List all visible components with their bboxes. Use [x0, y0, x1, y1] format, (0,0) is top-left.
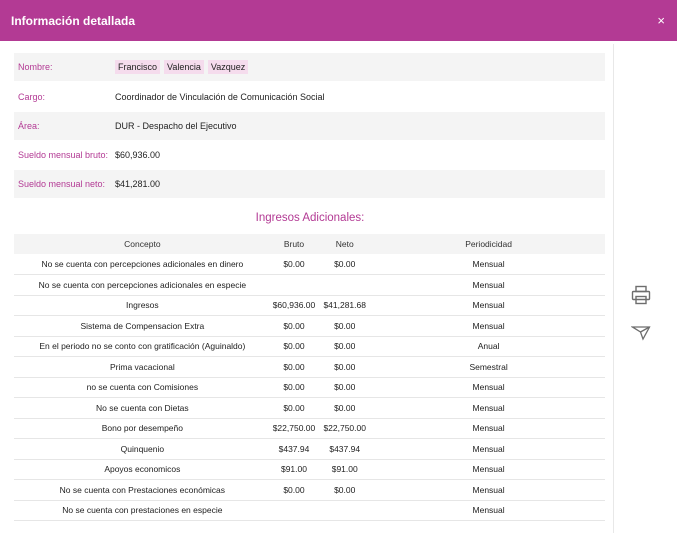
cell-neto [317, 274, 373, 296]
printer-icon[interactable] [630, 284, 652, 311]
cell-neto: $0.00 [317, 336, 373, 357]
table-row: no se cuenta con Comisiones $0.00 $0.00 Men… [14, 377, 605, 398]
cargo-value: Coordinador de Vinculación de Comunicaci… [115, 92, 325, 102]
table-row: No se cuenta con prestaciones en especie… [14, 500, 605, 521]
cell-neto: $0.00 [317, 377, 373, 398]
cell-bruto: $91.00 [270, 459, 318, 480]
ingresos-title: Ingresos Adicionales: [255, 212, 365, 224]
cell-bruto: $0.00 [270, 336, 318, 357]
cell-concepto: No se cuenta con Prestaciones económicas [14, 479, 271, 501]
cell-neto: $0.00 [317, 315, 373, 337]
middle-name-chip: Valencia [164, 60, 204, 74]
cell-neto: $0.00 [317, 397, 373, 419]
bruto-value: $60,936.00 [115, 150, 161, 160]
cell-periodicidad: Anual [372, 336, 605, 357]
header-neto: Neto [317, 234, 373, 254]
cell-bruto: $0.00 [270, 315, 318, 337]
table-row: Quinquenio $437.94 $437.94 Mensual [14, 438, 605, 460]
neto-value: $41,281.00 [115, 179, 161, 189]
side-divider [613, 44, 614, 533]
table-row: En el periodo no se conto con gratificac… [14, 336, 605, 357]
cell-concepto: no se cuenta con Comisiones [14, 377, 271, 398]
cell-concepto: No se cuenta con percepciones adicionale… [14, 274, 271, 296]
area-value: DUR - Despacho del Ejecutivo [115, 121, 237, 131]
cell-neto: $0.00 [317, 479, 373, 501]
table-row: Apoyos economicos $91.00 $91.00 Mensual [14, 459, 605, 480]
cell-concepto: Sistema de Compensacion Extra [14, 315, 271, 337]
cell-concepto: No se cuenta con prestaciones en especie [14, 500, 271, 521]
cell-periodicidad: Mensual [372, 295, 605, 316]
cell-periodicidad: Mensual [372, 479, 605, 501]
table-row: No se cuenta con percepciones adicionale… [14, 254, 605, 275]
cell-neto: $437.94 [317, 438, 373, 460]
cell-bruto: $60,936.00 [270, 295, 318, 316]
cell-bruto: $0.00 [270, 254, 318, 275]
modal-title: Información detallada [11, 13, 136, 28]
header-periodicidad: Periodicidad [372, 234, 605, 254]
cell-neto: $91.00 [317, 459, 373, 480]
info-row-nombre: Nombre: Francisco Valencia Vazquez [14, 53, 605, 81]
nombre-label: Nombre: [18, 62, 53, 72]
cell-periodicidad: Mensual [372, 274, 605, 296]
info-row-area: Área: DUR - Despacho del Ejecutivo [14, 112, 605, 140]
cell-periodicidad: Semestral [372, 356, 605, 378]
cell-bruto: $0.00 [270, 377, 318, 398]
cell-concepto: Apoyos economicos [14, 459, 271, 480]
cell-concepto: Bono por desempeño [14, 418, 271, 439]
table-row: No se cuenta con Prestaciones económicas… [14, 479, 605, 501]
header-bruto: Bruto [270, 234, 318, 254]
cell-concepto: Quinquenio [14, 438, 271, 460]
nombre-value: Francisco Valencia Vazquez [115, 60, 252, 74]
cargo-label: Cargo: [18, 92, 46, 102]
cell-periodicidad: Mensual [372, 315, 605, 337]
cell-neto: $0.00 [317, 254, 373, 275]
cell-neto: $22,750.00 [317, 418, 373, 439]
info-row-neto: Sueldo mensual neto: $41,281.00 [14, 170, 605, 198]
cell-bruto: $22,750.00 [270, 418, 318, 439]
cell-concepto: No se cuenta con Dietas [14, 397, 271, 419]
neto-label: Sueldo mensual neto: [18, 179, 106, 189]
modal-header: Información detallada × [0, 0, 677, 41]
cell-periodicidad: Mensual [372, 459, 605, 480]
cell-neto: $0.00 [317, 356, 373, 378]
table-row: No se cuenta con Dietas $0.00 $0.00 Mensual [14, 397, 605, 419]
header-concepto: Concepto [14, 234, 271, 254]
cell-periodicidad: Mensual [372, 397, 605, 419]
table-row: Ingresos $60,936.00 $41,281.68 Mensual [14, 295, 605, 316]
cell-bruto [270, 500, 318, 521]
table-row: No se cuenta con percepciones adicionale… [14, 274, 605, 296]
cell-concepto: En el periodo no se conto con gratificac… [14, 336, 271, 357]
info-row-cargo: Cargo: Coordinador de Vinculación de Com… [14, 83, 605, 111]
cell-periodicidad: Mensual [372, 418, 605, 439]
table-row: Prima vacacional $0.00 $0.00 Semestral [14, 356, 605, 378]
table-row: Bono por desempeño $22,750.00 $22,750.00 Me… [14, 418, 605, 439]
cell-neto: $41,281.68 [317, 295, 373, 316]
cell-periodicidad: Mensual [372, 500, 605, 521]
info-row-bruto: Sueldo mensual bruto: $60,936.00 [14, 141, 605, 169]
ingresos-table: Concepto Bruto Neto Periodicidad No se c… [14, 234, 605, 521]
bruto-label: Sueldo mensual bruto: [18, 150, 109, 160]
cell-bruto: $0.00 [270, 479, 318, 501]
paper-plane-icon[interactable] [630, 324, 651, 347]
cell-neto [317, 500, 373, 521]
modal-body: Nombre: Francisco Valencia Vazquez Cargo: … [0, 41, 613, 533]
cell-bruto: $437.94 [270, 438, 318, 460]
cell-concepto: No se cuenta con percepciones adicionale… [14, 254, 271, 275]
cell-bruto: $0.00 [270, 397, 318, 419]
table-row: Sistema de Compensacion Extra $0.00 $0.00 M… [14, 315, 605, 337]
close-icon[interactable]: × [657, 13, 665, 28]
cell-bruto [270, 274, 318, 296]
first-name-chip: Francisco [115, 60, 161, 74]
cell-periodicidad: Mensual [372, 438, 605, 460]
cell-periodicidad: Mensual [372, 377, 605, 398]
area-label: Área: [18, 121, 40, 131]
cell-periodicidad: Mensual [372, 254, 605, 275]
table-header-row: Concepto Bruto Neto Periodicidad [14, 234, 605, 254]
cell-concepto: Ingresos [14, 295, 271, 316]
last-name-chip: Vazquez [207, 60, 249, 74]
cell-concepto: Prima vacacional [14, 356, 271, 378]
cell-bruto: $0.00 [270, 356, 318, 378]
ingresos-table-body: No se cuenta con percepciones adicionale… [14, 254, 605, 521]
